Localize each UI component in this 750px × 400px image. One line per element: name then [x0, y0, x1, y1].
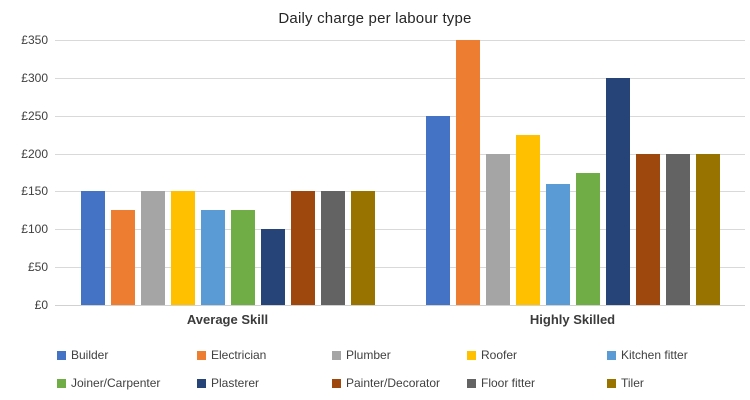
legend-swatch-icon-builder	[57, 350, 66, 360]
legend-swatch-icon-floor-fitter	[467, 378, 476, 388]
bar-electrician-highly-skilled	[455, 40, 480, 305]
legend-swatch-icon-plasterer	[197, 378, 206, 388]
legend-item-roofer: Roofer	[467, 348, 517, 362]
legend-swatch-icon-kitchen-fitter	[607, 350, 616, 360]
bar-roofer-highly-skilled	[515, 134, 540, 305]
legend-label-builder: Builder	[71, 348, 109, 362]
gridline-250	[55, 115, 745, 117]
gridline-300	[55, 77, 745, 79]
legend-label-electrician: Electrician	[211, 348, 267, 362]
legend-label-joiner-carpenter: Joiner/Carpenter	[71, 376, 161, 390]
y-axis-tick-label: £150	[21, 184, 48, 199]
y-axis-tick-label: £350	[21, 33, 48, 47]
legend-label-plumber: Plumber	[346, 348, 391, 362]
bar-plumber-highly-skilled	[485, 153, 510, 305]
bar-joiner-carpenter-average-skill	[230, 210, 255, 305]
category-label-highly-skilled: Highly Skilled	[529, 312, 616, 327]
gridline-50	[55, 267, 745, 269]
legend-swatch-icon-tiler	[607, 378, 616, 388]
legend-item-joiner-carpenter: Joiner/Carpenter	[57, 376, 160, 390]
gridline-200	[55, 153, 745, 155]
legend-label-plasterer: Plasterer	[211, 376, 260, 390]
y-axis-tick-label: £0	[34, 298, 48, 312]
legend-swatch-icon-plumber	[332, 350, 341, 360]
legend-item-floor-fitter: Floor fitter	[467, 376, 535, 390]
y-axis-tick-label: £250	[21, 108, 48, 123]
legend-item-electrician: Electrician	[197, 348, 266, 362]
bar-electrician-average-skill	[110, 210, 135, 305]
bar-floor-fitter-highly-skilled	[665, 153, 690, 305]
y-axis-tick-label: £50	[27, 260, 48, 275]
legend-item-plumber: Plumber	[332, 348, 391, 362]
legend-item-tiler: Tiler	[607, 376, 644, 390]
bar-plasterer-average-skill	[260, 229, 285, 305]
bar-roofer-average-skill	[170, 191, 195, 305]
legend-label-tiler: Tiler	[621, 376, 644, 390]
bar-tiler-average-skill	[350, 191, 375, 305]
chart-title: Daily charge per labour type	[278, 10, 472, 27]
bar-floor-fitter-average-skill	[320, 191, 345, 305]
category-label-average-skill: Average Skill	[186, 312, 269, 327]
legend-swatch-icon-painter-decorator	[332, 378, 341, 388]
bar-painter-decorator-highly-skilled	[635, 153, 660, 305]
y-axis-tick-label: £100	[21, 222, 48, 237]
bar-kitchen-fitter-highly-skilled	[545, 183, 570, 305]
legend-item-plasterer: Plasterer	[197, 376, 259, 390]
legend-swatch-icon-joiner-carpenter	[57, 378, 66, 388]
bar-tiler-highly-skilled	[695, 153, 720, 305]
bar-plasterer-highly-skilled	[605, 77, 630, 305]
legend-item-kitchen-fitter: Kitchen fitter	[607, 348, 688, 362]
bar-builder-highly-skilled	[425, 115, 450, 305]
legend-label-painter-decorator: Painter/Decorator	[346, 376, 441, 390]
bar-painter-decorator-average-skill	[290, 191, 315, 305]
legend-swatch-icon-electrician	[197, 350, 206, 360]
gridline-350	[55, 40, 745, 41]
bar-joiner-carpenter-highly-skilled	[575, 172, 600, 305]
bar-plumber-average-skill	[140, 191, 165, 305]
x-axis-line	[55, 305, 745, 306]
gridline-100	[55, 229, 745, 231]
legend-label-kitchen-fitter: Kitchen fitter	[621, 348, 688, 362]
gridline-150	[55, 191, 745, 193]
legend-item-builder: Builder	[57, 348, 108, 362]
legend-swatch-icon-roofer	[467, 350, 476, 360]
legend-item-painter-decorator: Painter/Decorator	[332, 376, 440, 390]
legend-label-floor-fitter: Floor fitter	[481, 376, 536, 390]
y-axis-tick-label: £300	[21, 70, 48, 85]
legend-label-roofer: Roofer	[481, 348, 518, 362]
y-axis-tick-label: £200	[21, 146, 48, 161]
bar-builder-average-skill	[80, 191, 105, 305]
bar-kitchen-fitter-average-skill	[200, 210, 225, 305]
